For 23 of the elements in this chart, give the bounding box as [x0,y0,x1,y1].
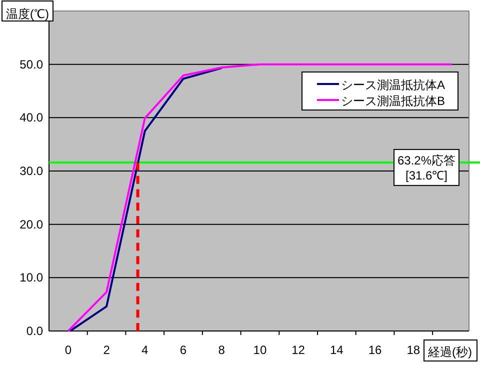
line-series [69,67,223,332]
legend-label: シース測温抵抗体A [341,78,446,92]
x-tick-label: 2 [103,343,110,357]
x-tick-label: 14 [330,343,344,357]
y-tick-label: 40.0 [20,110,44,125]
x-axis-title: 経過(秒) [427,345,472,359]
y-tick-label: 10.0 [20,270,44,285]
x-tick-label: 8 [218,343,226,357]
y-tick-label: 20.0 [20,217,44,232]
y-tick-label: 50.0 [20,57,44,72]
x-tick-label: 10 [253,343,267,357]
x-tick-label: 12 [292,343,306,357]
legend-label: シース測温抵抗体B [341,94,446,108]
x-tick-label: 6 [180,343,187,357]
y-tick-label: 30.0 [20,164,44,178]
x-tick-label: 4 [142,343,149,357]
ref-line-label: 63.2%応答 [31.6℃] [397,153,456,182]
y-tick-label: 0.0 [26,324,44,338]
x-tick-label: 16 [368,343,382,357]
y-axis-title: 温度(℃) [6,7,49,21]
line-series [67,63,453,332]
x-tick-label: 0 [64,343,72,357]
x-tick-label: 18 [406,343,420,357]
